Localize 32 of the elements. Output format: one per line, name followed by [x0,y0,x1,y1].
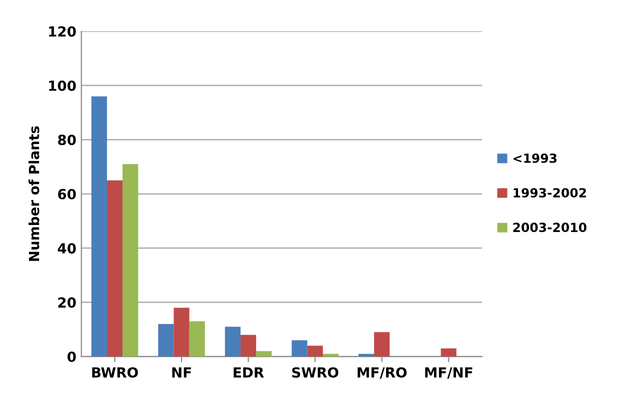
bar [307,346,323,357]
x-tick-label: SWRO [292,367,338,378]
bar [106,180,123,357]
legend-label: 2003-2010 [513,222,586,232]
bar [91,96,107,357]
x-tick-label: EDR [234,367,264,378]
x-tick-label: MF/NF [425,367,472,379]
x-tick-label: MF/RO [358,367,407,379]
bar [256,351,272,357]
legend-label: 1993-2002 [514,188,586,198]
y-tick-label: 100 [49,80,76,91]
y-axis-title: Number of Plants [28,126,40,261]
bar [122,164,138,357]
bar [189,321,205,357]
y-tick-label: 0 [68,352,76,362]
bar [240,334,256,357]
bar [174,308,190,357]
y-tick-label: 40 [58,243,76,254]
y-tick-label: 60 [58,188,76,200]
x-tick-label: BWRO [92,367,138,378]
x-tick-label: NF [172,367,191,378]
bar [292,340,308,357]
y-tick-label: 120 [49,26,76,37]
bar [440,348,456,357]
y-tick-label: 80 [58,134,76,146]
bar [358,354,374,357]
bar [224,326,241,357]
bar [322,354,338,357]
y-tick-label: 20 [58,297,76,308]
legend-label: <1993 [514,153,557,163]
bar [374,332,390,357]
bar [158,324,174,357]
